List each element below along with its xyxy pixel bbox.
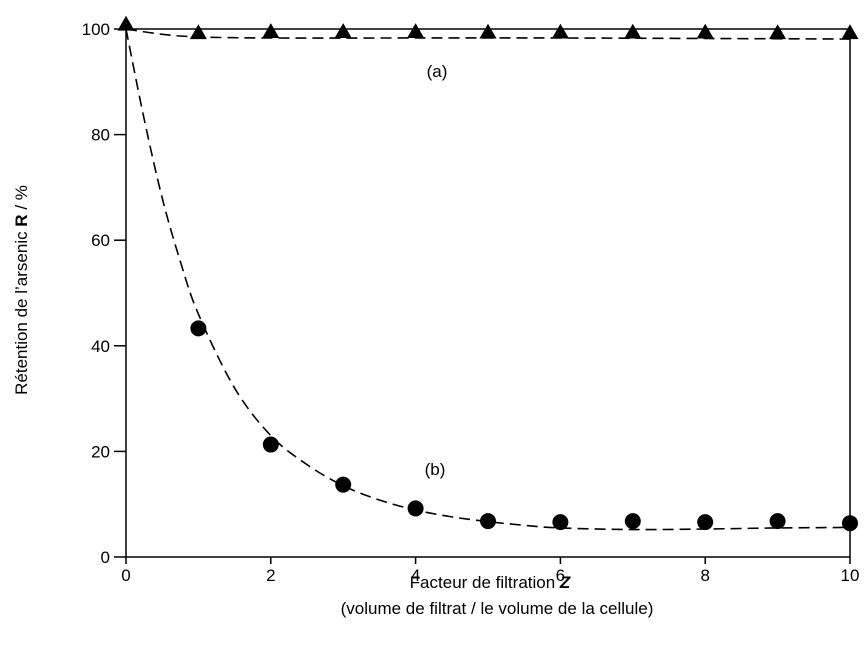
x-tick-label-1: 2 (266, 566, 275, 585)
y-axis-label: Rétention de l’arsenic R / % (12, 185, 31, 395)
series-b-point-7 (697, 514, 714, 531)
x-tick-label-4: 8 (700, 566, 709, 585)
series-b-point-1 (262, 436, 279, 453)
x-tick-label-0: 0 (121, 566, 130, 585)
series-a-point-2 (262, 23, 280, 39)
series-a-point-6 (551, 23, 569, 39)
series-a-point-4 (407, 23, 425, 39)
series-b-point-8 (769, 513, 786, 530)
series-a-point-5 (479, 23, 497, 39)
y-tick-label-4: 80 (91, 126, 110, 145)
series-b-point-2 (335, 476, 352, 493)
series-b-point-0 (190, 320, 207, 337)
x-axis-label-line1: Facteur de filtration Z (410, 573, 571, 592)
series-a-point-8 (696, 23, 714, 39)
x-axis-label-text: Facteur de filtration (410, 573, 560, 592)
y-axis-label-symbol: R (12, 214, 31, 226)
y-axis-label-suffix: / % (12, 185, 31, 214)
series-a-point-3 (334, 23, 352, 39)
y-tick-label-3: 60 (91, 231, 110, 250)
series-a-point-0 (117, 15, 135, 31)
series-b-point-9 (842, 515, 858, 532)
x-tick-label-5: 10 (841, 566, 860, 585)
series-b-point-5 (552, 514, 569, 531)
series-b-label: (b) (425, 460, 446, 479)
x-tick-label-2: 4 (411, 566, 420, 585)
series-b-point-6 (624, 513, 641, 530)
plot-frame (125, 28, 851, 558)
y-axis-label-text: Rétention de l’arsenic (12, 227, 31, 395)
series-b-point-4 (480, 513, 496, 530)
series-b-fit-line (125, 28, 851, 531)
series-a-point-7 (624, 23, 642, 39)
series-a-point-1 (189, 24, 207, 40)
x-axis-label-line2: (volume de filtrat / le volume de la cel… (341, 599, 654, 618)
series-b-point-3 (407, 500, 424, 517)
y-tick-label-1: 20 (91, 442, 110, 461)
series-a-label: (a) (427, 62, 448, 81)
y-tick-label-2: 40 (91, 337, 110, 356)
series-a-point-9 (769, 24, 787, 40)
series-a-point-10 (841, 24, 859, 40)
x-axis-label-symbol: Z (559, 573, 571, 592)
y-tick-label-0: 0 (101, 548, 110, 567)
x-tick-label-3: 6 (556, 566, 565, 585)
y-tick-label-5: 100 (82, 20, 110, 39)
